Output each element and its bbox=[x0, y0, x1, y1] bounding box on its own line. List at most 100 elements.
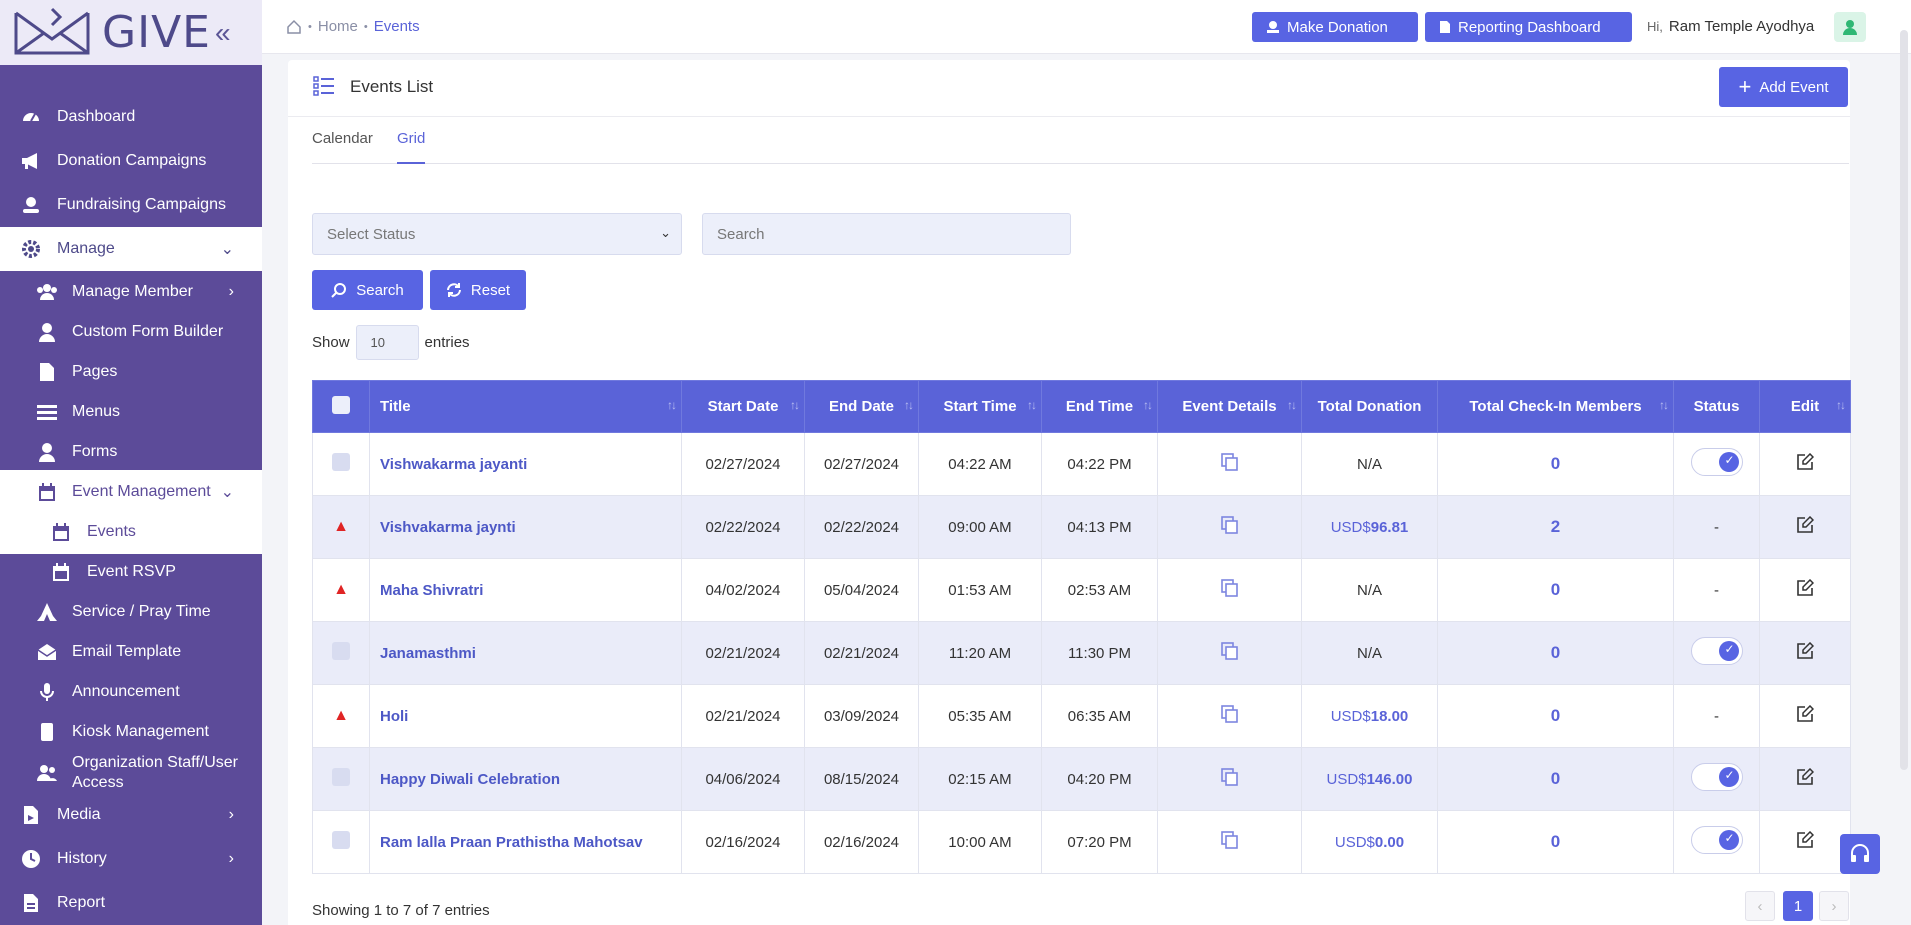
sidebar-item-event-management[interactable]: Event Management ⌄ bbox=[0, 470, 262, 514]
column-header-start-date[interactable]: Start Date ↑↓ bbox=[681, 380, 805, 433]
checkin-count[interactable]: 0 bbox=[1550, 580, 1561, 599]
sidebar-item-event-rsvp[interactable]: Event RSVP bbox=[0, 550, 262, 594]
page-scrollbar[interactable] bbox=[1900, 30, 1908, 770]
copy-icon[interactable] bbox=[1220, 579, 1239, 601]
column-header-end-time[interactable]: End Time ↑↓ bbox=[1041, 380, 1158, 433]
event-details-cell bbox=[1157, 621, 1302, 685]
entries-label: entries bbox=[424, 334, 470, 351]
row-checkbox[interactable] bbox=[332, 831, 350, 849]
sidebar-item-pages[interactable]: Pages bbox=[0, 350, 262, 394]
event-title-link[interactable]: Happy Diwali Celebration bbox=[369, 747, 682, 811]
event-title-link[interactable]: Vishvakarma jaynti bbox=[369, 495, 682, 559]
status-toggle[interactable]: ✓ bbox=[1690, 826, 1743, 854]
status-toggle[interactable]: ✓ bbox=[1690, 763, 1743, 791]
column-header-total-donation: Total Donation bbox=[1301, 380, 1438, 433]
edit-icon[interactable] bbox=[1796, 641, 1815, 664]
sidebar-item-email-template[interactable]: Email Template bbox=[0, 630, 262, 674]
avatar[interactable] bbox=[1834, 12, 1866, 42]
reset-button-label: Reset bbox=[470, 281, 511, 299]
event-title-link[interactable]: Janamasthmi bbox=[369, 621, 682, 685]
sidebar-item-media[interactable]: Media › bbox=[0, 793, 262, 837]
sidebar-item-custom-form-builder[interactable]: Custom Form Builder bbox=[0, 310, 262, 354]
checkin-count[interactable]: 0 bbox=[1550, 643, 1561, 662]
sidebar-item-organization-staff[interactable]: Organization Staff/User Access bbox=[0, 750, 262, 796]
row-checkbox[interactable] bbox=[332, 768, 350, 786]
search-icon bbox=[331, 283, 347, 298]
copy-icon[interactable] bbox=[1220, 705, 1239, 727]
column-header-end-date[interactable]: End Date ↑↓ bbox=[804, 380, 919, 433]
checkin-count[interactable]: 0 bbox=[1550, 454, 1561, 473]
tab-calendar[interactable]: Calendar bbox=[312, 130, 373, 147]
breadcrumb-home[interactable]: Home bbox=[317, 18, 358, 35]
sidebar-item-report[interactable]: Report bbox=[0, 881, 262, 925]
copy-icon[interactable] bbox=[1220, 831, 1239, 853]
sidebar-item-dashboard[interactable]: Dashboard bbox=[0, 95, 262, 139]
home-icon[interactable] bbox=[286, 19, 302, 35]
sidebar-item-history[interactable]: History › bbox=[0, 837, 262, 881]
copy-icon[interactable] bbox=[1220, 768, 1239, 790]
end-date: 05/04/2024 bbox=[804, 558, 919, 622]
status-toggle[interactable]: ✓ bbox=[1690, 637, 1743, 665]
support-button[interactable] bbox=[1840, 834, 1880, 874]
reporting-dashboard-button[interactable]: Reporting Dashboard bbox=[1425, 12, 1632, 42]
column-header-start-time[interactable]: Start Time ↑↓ bbox=[918, 380, 1042, 433]
search-button[interactable]: Search bbox=[312, 270, 423, 310]
copy-icon[interactable] bbox=[1220, 642, 1239, 664]
sidebar-item-menus[interactable]: Menus bbox=[0, 390, 262, 434]
sidebar-item-fundraising-campaigns[interactable]: Fundraising Campaigns bbox=[0, 183, 262, 227]
tab-grid[interactable]: Grid bbox=[397, 130, 426, 164]
sidebar-item-manage-member[interactable]: Manage Member › bbox=[0, 270, 262, 314]
collapse-sidebar-button[interactable]: « bbox=[214, 16, 231, 48]
edit-icon[interactable] bbox=[1796, 578, 1815, 601]
checkin-count[interactable]: 2 bbox=[1550, 517, 1561, 536]
status-toggle[interactable]: ✓ bbox=[1690, 448, 1743, 476]
column-header-status: Status bbox=[1673, 380, 1760, 433]
sidebar-item-manage[interactable]: Manage ⌄ bbox=[0, 227, 262, 271]
select-all-checkbox[interactable] bbox=[332, 395, 350, 414]
event-title-link[interactable]: Holi bbox=[369, 684, 682, 748]
copy-icon[interactable] bbox=[1220, 516, 1239, 538]
pagination-prev[interactable]: ‹ bbox=[1745, 891, 1775, 921]
sidebar-item-forms[interactable]: Forms bbox=[0, 430, 262, 474]
event-title-link[interactable]: Ram lalla Praan Prathistha Mahotsav bbox=[369, 810, 682, 874]
pagination-page-1[interactable]: 1 bbox=[1783, 891, 1813, 921]
checkin-count[interactable]: 0 bbox=[1550, 706, 1561, 725]
edit-icon[interactable] bbox=[1796, 830, 1815, 853]
sidebar-item-events[interactable]: Events bbox=[0, 510, 262, 554]
sidebar-item-donation-campaigns[interactable]: Donation Campaigns bbox=[0, 139, 262, 183]
logo: GIVE « bbox=[0, 0, 262, 65]
edit-icon[interactable] bbox=[1796, 704, 1815, 727]
reset-button[interactable]: Reset bbox=[430, 270, 526, 310]
edit-icon[interactable] bbox=[1796, 767, 1815, 790]
status-select[interactable]: Select Status ⌄ bbox=[312, 213, 682, 255]
column-header-edit[interactable]: Edit ↑↓ bbox=[1759, 380, 1851, 433]
sidebar-item-service-pray-time[interactable]: Service / Pray Time bbox=[0, 590, 262, 634]
make-donation-label: Make Donation bbox=[1287, 18, 1388, 36]
edit-icon[interactable] bbox=[1796, 515, 1815, 538]
edit-icon[interactable] bbox=[1796, 452, 1815, 475]
report-icon bbox=[20, 892, 42, 914]
checkin-count[interactable]: 0 bbox=[1550, 769, 1561, 788]
row-flag-cell bbox=[312, 432, 370, 496]
user-name[interactable]: Ram Temple Ayodhya bbox=[1668, 18, 1815, 35]
make-donation-button[interactable]: Make Donation bbox=[1252, 12, 1418, 42]
column-header-total-check-in[interactable]: Total Check-In Members ↑↓ bbox=[1437, 380, 1674, 433]
sidebar-item-label: Manage bbox=[57, 240, 115, 257]
row-checkbox[interactable] bbox=[332, 642, 350, 660]
column-header-event-details[interactable]: Event Details ↑↓ bbox=[1157, 380, 1302, 433]
event-title-link[interactable]: Maha Shivratri bbox=[369, 558, 682, 622]
users-icon bbox=[36, 762, 58, 784]
checkin-count[interactable]: 0 bbox=[1550, 832, 1561, 851]
sidebar-item-announcement[interactable]: Announcement bbox=[0, 670, 262, 714]
column-header-title[interactable]: Title ↑↓ bbox=[369, 380, 682, 433]
search-input[interactable]: Search bbox=[702, 213, 1071, 255]
event-title-link[interactable]: Vishwakarma jayanti bbox=[369, 432, 682, 496]
pagination-next[interactable]: › bbox=[1819, 891, 1849, 921]
entries-select[interactable]: 10 bbox=[355, 325, 419, 360]
copy-icon[interactable] bbox=[1220, 453, 1239, 475]
dashboard-icon bbox=[20, 106, 42, 128]
sidebar-item-label: Menus bbox=[72, 403, 121, 420]
add-event-button[interactable]: + Add Event bbox=[1719, 67, 1848, 107]
sidebar-item-kiosk-management[interactable]: Kiosk Management bbox=[0, 710, 262, 754]
row-checkbox[interactable] bbox=[332, 453, 350, 471]
